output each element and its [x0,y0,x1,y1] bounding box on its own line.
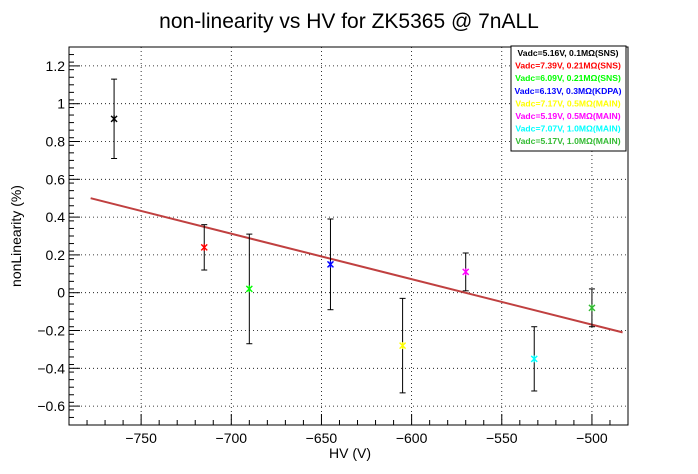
legend-entry: Vadc=7.17V, 0.5MΩ(MAIN) [515,98,620,108]
data-point [200,243,208,251]
y-tick-label: 0.6 [46,171,66,187]
data-point [326,260,334,268]
legend-entry: Vadc=7.07V, 1.0MΩ(MAIN) [515,124,620,134]
legend-entry: Vadc=6.09V, 0.21MΩ(SNS) [515,73,621,83]
y-tick-label: −0.4 [37,360,65,376]
x-tick-label: −600 [396,430,428,446]
fit-line [90,197,623,334]
x-tick-label: −500 [576,430,608,446]
y-tick-label: 0 [57,285,65,301]
legend: Vadc=5.16V, 0.1MΩ(SNS) Vadc=7.39V, 0.21MΩ… [510,45,627,152]
data-point [399,342,407,350]
x-tick-label: −550 [486,430,518,446]
x-tick-label: −750 [125,430,157,446]
legend-entry: Vadc=5.17V, 1.0MΩ(MAIN) [515,136,620,146]
y-tick-label: −0.6 [37,398,65,414]
x-axis-label: HV (V) [329,445,371,461]
legend-entry: Vadc=5.19V, 0.5MΩ(MAIN) [515,111,620,121]
x-tick-label: −650 [306,430,338,446]
y-tick-label: −0.2 [37,323,65,339]
data-point [110,115,118,123]
legend-entry: Vadc=6.13V, 0.3MΩ(KDPA) [515,86,622,96]
chart-title: non-linearity vs HV for ZK5365 @ 7nALL [159,10,539,33]
y-tick-label: 0.4 [46,209,66,225]
data-point [462,268,470,276]
y-tick-label: 1.2 [46,58,66,74]
legend-entry: Vadc=5.16V, 0.1MΩ(SNS) [518,48,619,58]
axis-ticks: −750 −700 −650 −600 −550 −500 −0.6 −0.4 −0.2 0 0.2… [37,46,629,446]
y-axis-label: nonLinearity (%) [8,185,24,287]
x-tick-label: −700 [216,430,248,446]
fit-line-group [90,197,623,334]
y-tick-label: 1 [57,96,65,112]
data-point [245,285,253,293]
y-tick-label: 0.2 [46,247,66,263]
data-points [110,78,596,394]
legend-entry: Vadc=7.39V, 0.21MΩ(SNS) [515,61,621,71]
legend-box [510,45,627,152]
data-point [530,355,538,363]
data-point [588,304,596,312]
y-tick-label: 0.8 [46,134,66,150]
